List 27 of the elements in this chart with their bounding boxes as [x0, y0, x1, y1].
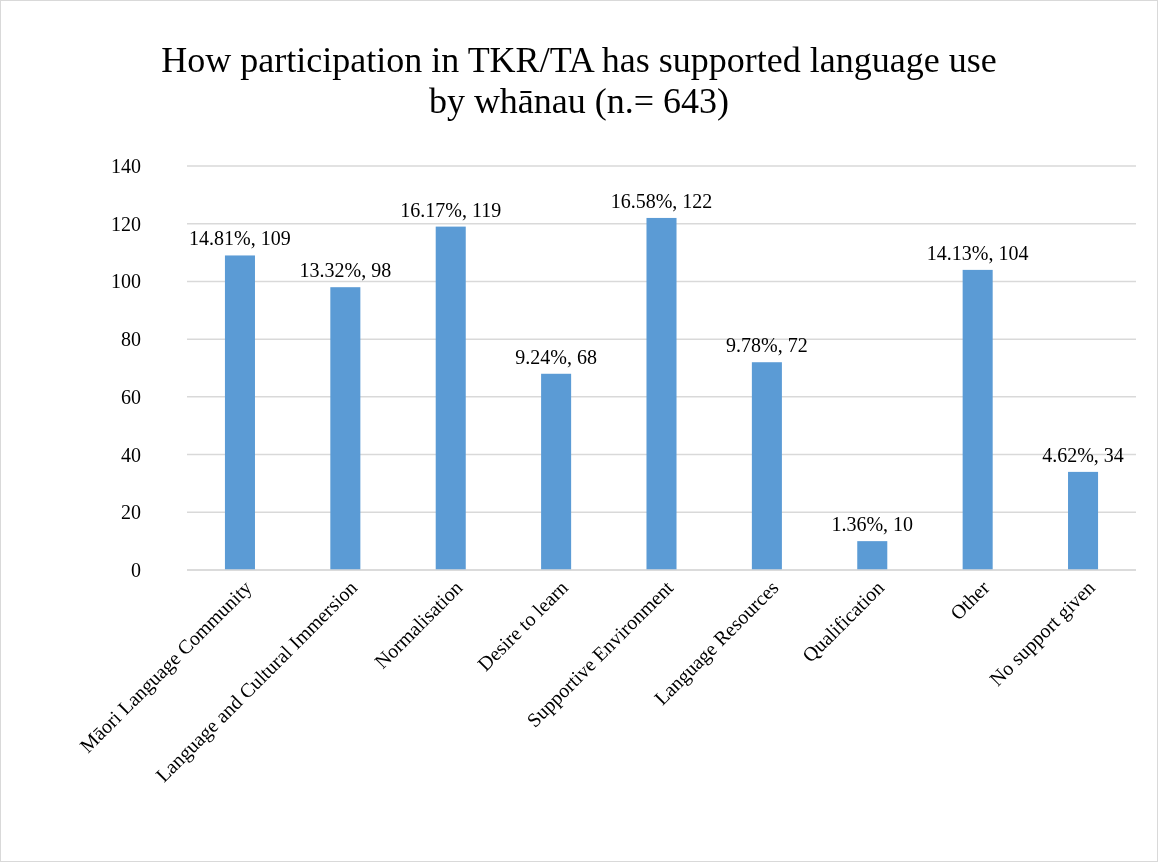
data-label: 14.81%, 109: [189, 227, 291, 250]
data-label: 16.17%, 119: [400, 198, 502, 221]
data-label: 14.13%, 104: [926, 241, 1029, 264]
y-tick-label: 140: [111, 155, 141, 177]
bar: [541, 373, 572, 570]
bar: [646, 217, 677, 570]
y-tick-label: 40: [121, 443, 141, 466]
bar: [435, 226, 466, 570]
data-label: 9.24%, 68: [515, 345, 597, 368]
bar: [1068, 471, 1099, 570]
data-label: 9.78%, 72: [726, 334, 808, 357]
bar: [330, 287, 361, 570]
bar: [224, 255, 255, 570]
y-tick-label: 100: [111, 270, 141, 293]
data-label: 4.62%, 34: [1042, 443, 1124, 466]
y-tick-label: 60: [121, 385, 141, 408]
y-tick-label: 20: [121, 501, 141, 524]
chart-title: How participation in TKR/TA has supported language use by whānau (n.= 643): [161, 40, 997, 121]
bar: [857, 541, 888, 570]
y-tick-label: 80: [121, 328, 141, 351]
data-label: 16.58%, 122: [610, 189, 713, 212]
bar: [962, 269, 993, 570]
y-tick-label: 0: [131, 559, 141, 581]
bar: [751, 362, 782, 570]
data-label: 1.36%, 10: [831, 513, 914, 536]
y-tick-label: 120: [111, 212, 141, 235]
data-label: 13.32%, 98: [299, 259, 392, 282]
